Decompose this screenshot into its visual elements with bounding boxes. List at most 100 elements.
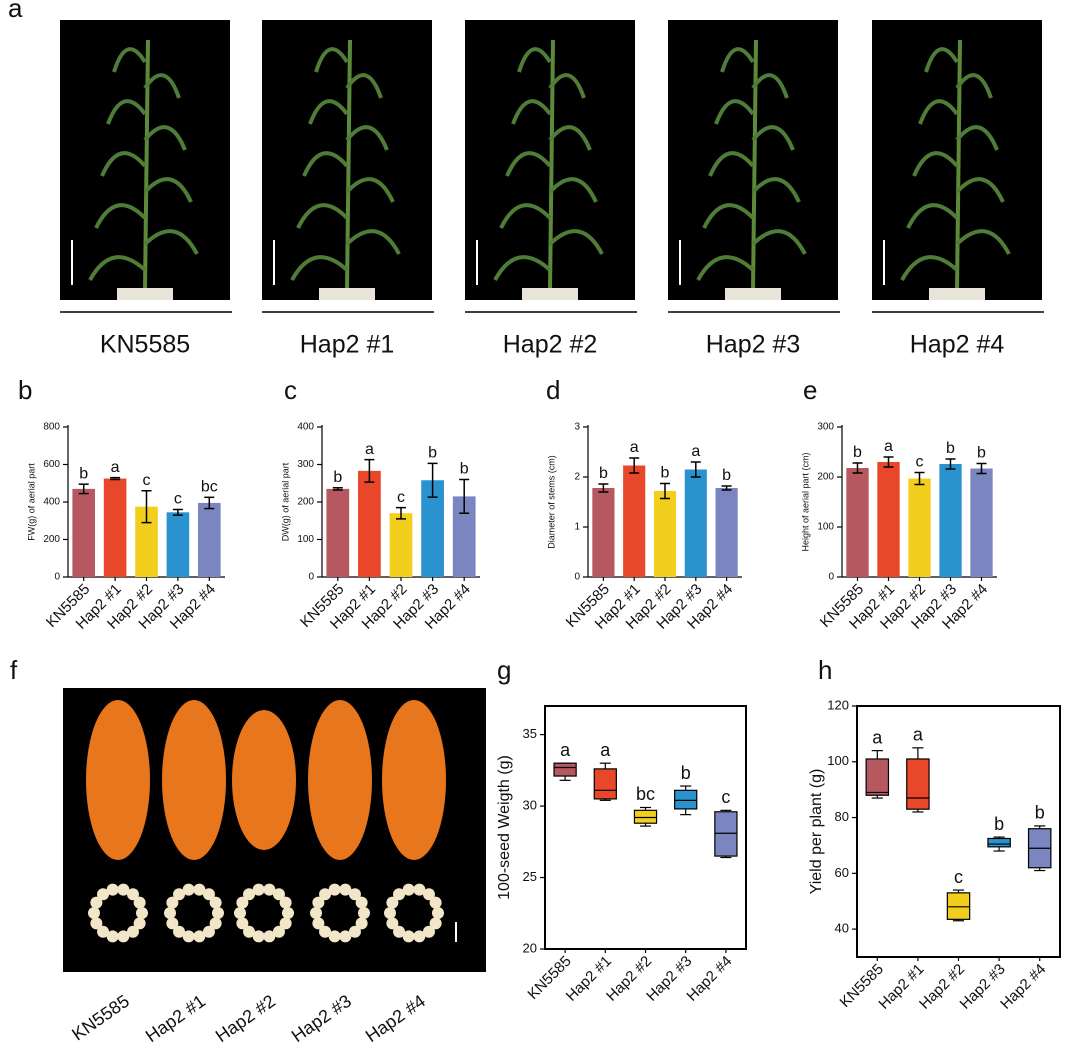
box	[674, 789, 698, 810]
kernel	[402, 930, 415, 943]
leaf	[100, 151, 147, 177]
y-tick-label: 300	[817, 422, 834, 433]
kernel	[319, 888, 332, 901]
panel-label: a	[8, 0, 23, 23]
kernel	[166, 896, 179, 909]
kernel	[117, 883, 130, 896]
leaf	[751, 177, 801, 203]
photo-label: Hap2 #3	[288, 991, 355, 1046]
kernel	[209, 896, 222, 909]
kernel	[202, 888, 215, 901]
pot	[319, 288, 375, 300]
significance-letter: b	[428, 445, 437, 462]
leaf	[751, 125, 795, 151]
kernel	[243, 888, 256, 901]
leaf	[112, 47, 147, 73]
box	[633, 809, 658, 824]
kernel	[164, 907, 176, 919]
leaf	[143, 125, 187, 151]
kernel	[355, 917, 368, 930]
kernel	[339, 883, 352, 896]
kernel	[328, 930, 341, 943]
bar	[939, 464, 962, 577]
kernel	[263, 930, 276, 943]
kernel	[384, 907, 396, 919]
leaf	[955, 125, 999, 151]
y-tick-label: 3	[574, 422, 580, 433]
panel-label: e	[803, 375, 817, 405]
panel-label: c	[284, 375, 297, 405]
bar	[452, 496, 476, 577]
leaf	[702, 203, 755, 229]
pot	[522, 288, 578, 300]
y-tick-label: 200	[817, 472, 834, 483]
kernel	[182, 883, 195, 896]
leaf	[548, 177, 598, 203]
significance-letter: a	[691, 443, 700, 460]
leaf	[708, 151, 755, 177]
y-axis-label: Diameter of stems (cm)	[546, 455, 556, 549]
leaf	[505, 151, 552, 177]
box	[553, 762, 577, 777]
box	[906, 758, 930, 810]
significance-letter: a	[872, 727, 883, 747]
photo-label: KN5585	[100, 331, 190, 359]
y-tick-label: 200	[43, 534, 60, 545]
leaf	[143, 73, 181, 99]
kernel	[126, 888, 139, 901]
leaf	[345, 125, 389, 151]
leaf	[517, 47, 552, 73]
bar	[358, 470, 381, 577]
leaf	[751, 73, 789, 99]
pot	[725, 288, 781, 300]
bar	[623, 465, 646, 577]
y-tick-label: 35	[523, 726, 537, 741]
bar	[197, 502, 221, 577]
leaf	[94, 203, 147, 229]
y-tick-label: 2	[574, 472, 580, 483]
y-tick-label: 600	[43, 459, 60, 470]
kernel	[236, 896, 249, 909]
significance-letter: a	[365, 441, 374, 458]
kernel	[90, 896, 103, 909]
y-tick-label: 0	[308, 572, 314, 583]
leaf	[106, 99, 147, 125]
leaf	[308, 99, 349, 125]
significance-letter: b	[853, 444, 862, 461]
y-tick-label: 300	[297, 459, 314, 470]
photo-label: KN5585	[68, 991, 133, 1045]
kernel	[236, 917, 249, 930]
y-tick-label: 0	[574, 572, 580, 583]
kernel	[413, 883, 426, 896]
bar	[908, 478, 931, 577]
kernel	[279, 896, 292, 909]
y-tick-label: 30	[523, 797, 537, 812]
kernel	[402, 883, 415, 896]
panel-label: d	[546, 375, 560, 405]
significance-letter: a	[884, 438, 893, 455]
panel-label: b	[18, 375, 32, 405]
bar	[326, 488, 350, 577]
significance-letter: b	[994, 814, 1004, 834]
significance-letter: c	[721, 787, 730, 807]
significance-letter: a	[560, 740, 571, 760]
photo-label: Hap2 #3	[706, 331, 801, 359]
leaf	[314, 47, 349, 73]
significance-letter: bc	[201, 479, 218, 496]
kernel	[272, 888, 285, 901]
kernel	[193, 883, 206, 896]
kernel	[88, 907, 100, 919]
leaf	[714, 99, 755, 125]
leaf	[906, 203, 959, 229]
y-tick-label: 200	[297, 497, 314, 508]
bar	[684, 469, 707, 577]
bar	[715, 488, 738, 577]
kernel	[355, 896, 368, 909]
ear	[382, 700, 446, 860]
y-axis-label: Yield per plant (g)	[808, 769, 825, 895]
y-tick-label: 100	[827, 753, 849, 768]
leaf	[900, 255, 959, 281]
kernel	[106, 883, 119, 896]
bar	[135, 506, 158, 577]
box	[987, 837, 1011, 848]
